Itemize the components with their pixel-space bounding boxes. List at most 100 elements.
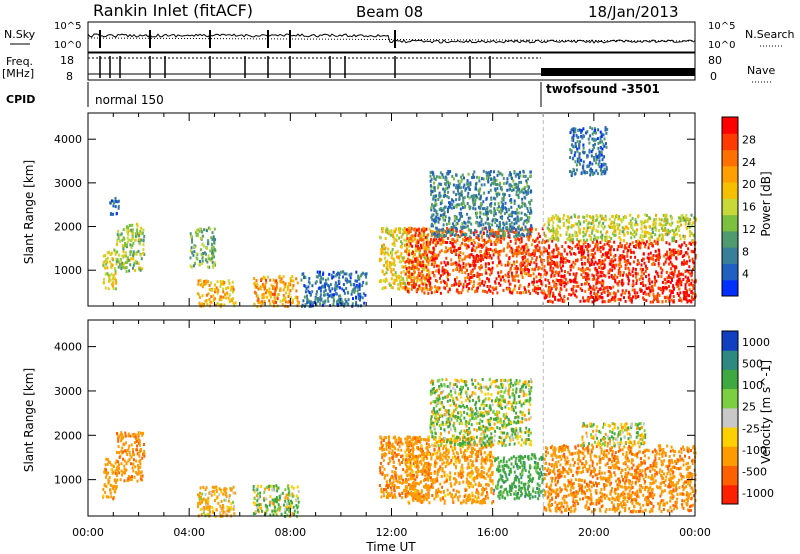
power-cell [529,292,532,295]
power-cell [422,245,425,249]
velocity-cell [229,507,232,511]
power-cell [558,282,561,286]
power-cell [211,249,214,253]
power-cell [527,253,530,257]
power-cell [602,133,605,137]
power-cell [521,268,524,272]
power-cell [521,197,524,201]
power-cell [614,226,617,230]
power-cell [357,297,360,301]
power-cell [539,251,542,255]
power-cell [671,253,674,257]
power-cell [364,293,367,297]
power-cell [227,279,230,283]
power-cell [328,272,331,276]
power-cell [514,238,517,241]
power-cell [564,277,567,281]
power-cell [587,297,590,301]
power-cell [584,233,587,237]
power-cell [498,260,501,264]
power-cell [122,228,125,232]
power-cell [522,191,525,195]
power-cell [444,175,447,179]
velocity-cell [104,463,107,467]
power-cell [614,233,617,237]
power-cell [550,300,553,303]
power-cell [604,128,607,132]
power-cell [234,301,237,305]
power-cell [593,237,596,241]
power-cell [522,251,525,255]
power-cell [511,263,513,267]
power-cell [211,237,214,241]
velocity-cell [123,459,126,463]
power-cell [625,273,628,277]
power-cell [427,263,430,266]
power-cell [511,250,514,254]
power-cell [467,287,470,291]
power-cell [403,226,406,230]
power-cell [444,241,447,244]
power-cell [580,134,583,138]
power-cell [568,234,571,238]
power-cell [683,253,686,257]
power-cell [107,273,110,277]
power-cell [130,238,133,241]
power-cell [586,154,589,158]
power-cell [574,141,577,145]
power-cell [470,253,473,257]
power-cell [584,272,587,276]
power-cell [623,255,626,259]
twofsound-band [541,68,695,76]
velocity-cell [124,431,127,435]
power-cell [420,261,423,265]
power-cell [488,251,491,255]
power-cell [289,296,292,300]
power-cell [462,202,465,206]
power-cell [291,286,294,290]
power-cell [404,264,407,268]
power-cell [408,266,411,270]
velocity-cell [137,451,140,455]
power-cell [611,268,614,272]
power-cell [548,281,551,285]
power-cell [335,300,338,304]
power-cell [132,250,135,254]
power-cell [547,260,549,264]
power-cell [639,246,642,250]
power-cell [261,296,264,300]
power-cell [535,228,537,232]
power-cell [459,264,462,268]
power-cell [584,245,587,249]
power-cell [421,234,424,238]
power-cell [595,282,598,286]
power-cell [214,287,217,291]
power-cell [444,263,447,267]
power-cell [104,286,107,290]
power-cell [327,299,330,303]
power-cell [669,230,672,234]
power-cell [614,229,617,233]
power-cell [555,245,558,249]
power-cell [603,263,606,267]
power-cell [473,233,476,237]
power-cell [544,249,547,253]
power-cell [629,297,632,300]
power-cell [281,303,284,306]
power-cell [105,262,108,266]
power-cell [550,218,553,221]
power-cell [602,142,605,146]
power-cell [559,293,562,297]
power-cell [439,234,442,237]
velocity-cell [123,464,126,468]
power-cell [670,249,673,253]
power-cell [212,294,215,298]
power-cell [124,243,127,247]
power-colorbar-label: Power [dB] [759,171,773,236]
power-cell [204,299,207,303]
power-cell [329,289,332,293]
power-cell [339,270,342,274]
power-cell [479,259,482,263]
power-cell [324,299,327,303]
power-cell [593,234,596,238]
